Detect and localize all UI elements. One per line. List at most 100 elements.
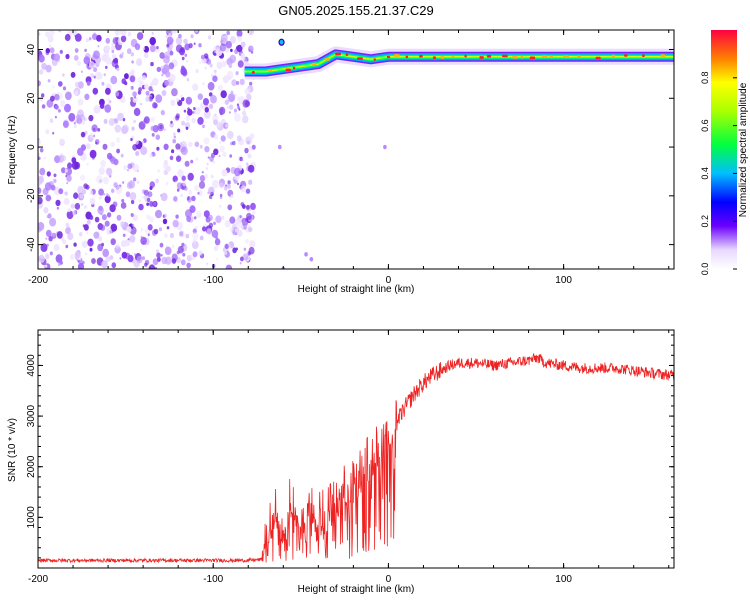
noise-blob — [212, 179, 219, 189]
noise-blob — [213, 119, 218, 126]
y-tick-label: -40 — [26, 237, 37, 252]
noise-blob — [114, 124, 122, 133]
noise-blob — [145, 199, 148, 202]
signal-hotspot — [386, 55, 391, 59]
noise-blob — [65, 227, 71, 235]
noise-blob — [86, 232, 89, 235]
colorbar-tick-label: 0.2 — [700, 215, 710, 228]
noise-blob — [116, 214, 122, 221]
noise-blob — [67, 232, 74, 241]
noise-blob — [98, 167, 106, 176]
noise-blob — [71, 161, 79, 170]
noise-blob — [201, 171, 204, 174]
noise-blob — [38, 187, 42, 194]
signal-hotspot — [345, 53, 349, 56]
colorbar-tick-label: 0.6 — [700, 119, 710, 132]
noise-blob — [164, 213, 168, 218]
noise-blob — [188, 43, 193, 49]
noise-blob — [198, 250, 203, 256]
noise-blob — [38, 32, 41, 36]
noise-blob — [208, 186, 215, 195]
noise-blob — [85, 143, 91, 150]
signal-hotspot — [512, 56, 518, 59]
x-tick-label: -100 — [203, 275, 223, 286]
noise-blob — [207, 214, 213, 221]
noise-blob — [77, 262, 85, 269]
noise-blob — [131, 60, 134, 64]
noise-blob — [128, 180, 135, 189]
noise-blob — [156, 252, 161, 259]
noise-blob — [59, 138, 65, 145]
noise-blob — [226, 130, 234, 140]
noise-blob — [248, 30, 254, 36]
noise-blob — [148, 264, 156, 269]
noise-blob — [197, 116, 204, 125]
noise-blob — [250, 202, 256, 210]
noise-blob — [228, 93, 236, 102]
noise-blob — [53, 173, 57, 178]
noise-blob — [73, 124, 77, 129]
noise-blob — [190, 159, 194, 164]
noise-blob — [111, 49, 115, 54]
noise-blob — [127, 31, 132, 37]
noise-blob — [244, 87, 251, 96]
noise-blob — [184, 160, 190, 167]
noise-blob — [192, 83, 199, 91]
signal-hotspot — [464, 54, 467, 58]
noise-blob — [114, 30, 120, 36]
noise-blob — [47, 79, 51, 83]
noise-blob — [207, 156, 210, 159]
noise-blob — [203, 110, 211, 119]
noise-blob — [87, 238, 94, 247]
noise-blob — [141, 75, 147, 81]
noise-blob — [179, 142, 183, 146]
noise-blob — [214, 238, 221, 246]
noise-blob — [221, 60, 227, 68]
noise-blob — [200, 54, 205, 60]
noise-blob — [177, 245, 184, 254]
noise-blob — [77, 147, 84, 156]
noise-blob — [304, 252, 308, 257]
noise-blob — [136, 255, 143, 264]
noise-blob — [82, 224, 86, 228]
noise-blob — [100, 224, 106, 231]
noise-blob — [249, 133, 255, 140]
noise-blob — [74, 90, 79, 96]
noise-blob — [231, 79, 237, 87]
noise-blob — [210, 174, 214, 179]
noise-blob — [43, 207, 49, 214]
signal-hotspot — [357, 57, 363, 60]
noise-blob — [229, 54, 237, 64]
noise-blob — [219, 145, 225, 153]
noise-blob — [86, 81, 91, 86]
noise-blob — [101, 81, 105, 86]
noise-blob — [97, 44, 100, 48]
noise-blob — [187, 172, 194, 181]
noise-blob — [239, 78, 245, 86]
noise-blob — [225, 123, 229, 128]
noise-blob — [224, 220, 231, 228]
noise-blob — [97, 243, 104, 252]
noise-blob — [248, 179, 253, 185]
noise-blob — [199, 144, 203, 149]
noise-blob — [229, 216, 236, 224]
noise-blob — [230, 36, 236, 44]
noise-blob — [160, 254, 163, 257]
noise-blob — [62, 73, 65, 77]
noise-blob — [161, 73, 164, 77]
noise-blob — [65, 91, 72, 101]
noise-blob — [146, 214, 151, 220]
noise-blob — [62, 86, 67, 91]
noise-blob — [92, 87, 99, 95]
noise-blob — [186, 215, 192, 222]
noise-blob — [77, 185, 84, 195]
signal-hotspot — [440, 56, 445, 59]
noise-blob — [232, 140, 236, 146]
noise-blob — [150, 82, 154, 87]
noise-blob — [122, 233, 126, 237]
noise-blob — [134, 139, 139, 145]
noise-blob — [132, 96, 138, 103]
noise-blob — [84, 130, 88, 135]
noise-blob — [107, 194, 110, 197]
